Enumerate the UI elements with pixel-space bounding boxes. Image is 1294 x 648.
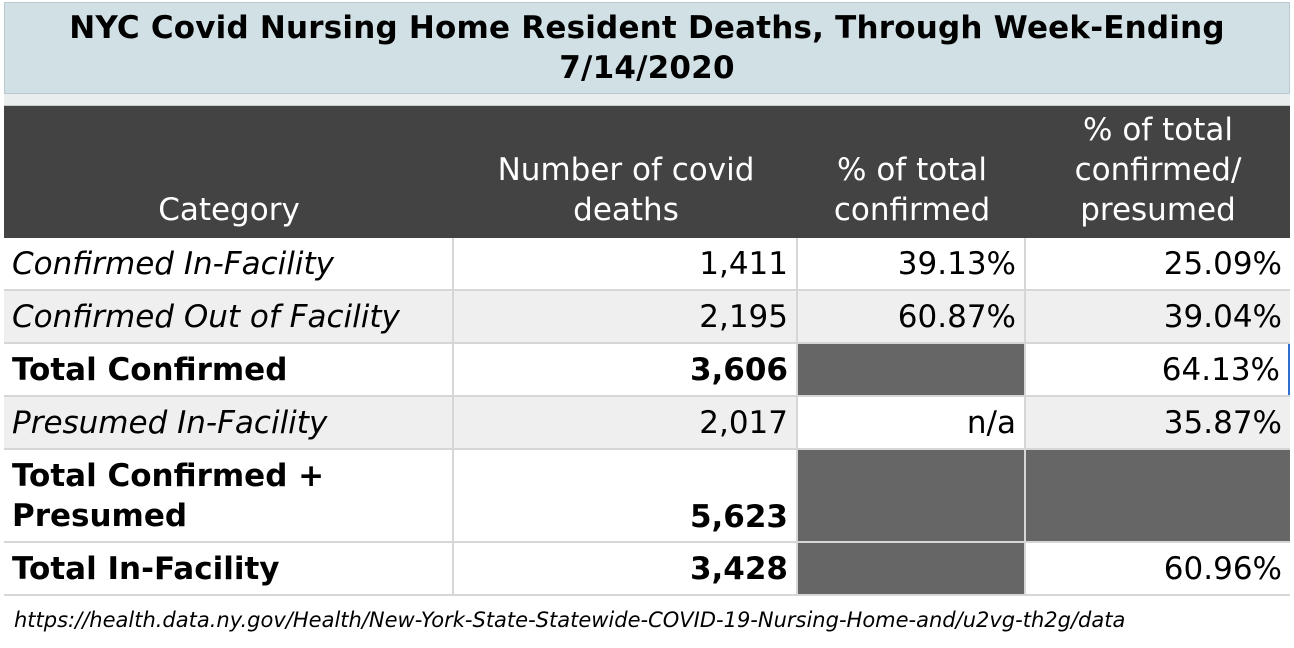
row-pct-confirmed: 60.87%	[798, 291, 1026, 342]
header-pct-confirmed-line2: confirmed	[833, 192, 991, 228]
row-pct-total: 39.04%	[1163, 298, 1282, 335]
header-row: Category Number of covid deaths % of tot…	[4, 106, 1290, 238]
title-line-2: 7/14/2020	[559, 50, 735, 86]
header-pct-total-line1: % of total	[1083, 112, 1233, 148]
row-deaths: 3,428	[454, 543, 798, 594]
header-pct-confirmed: % of total confirmed	[798, 106, 1026, 238]
table-row: Presumed In-Facility 2,017 n/a 35.87%	[4, 397, 1290, 450]
row-pct-confirmed-filler	[798, 344, 1026, 395]
table-row: Total Confirmed + Presumed 5,623	[4, 450, 1290, 543]
header-category: Category	[4, 106, 454, 238]
row-deaths: 2,017	[454, 397, 798, 448]
header-pct-confirmed-line1: % of total	[837, 152, 987, 188]
header-pct-total-line3: presumed	[1080, 192, 1236, 228]
header-deaths-line2: deaths	[573, 192, 679, 228]
header-deaths-line1: Number of covid	[497, 152, 755, 188]
title-line-1: NYC Covid Nursing Home Resident Deaths, …	[69, 10, 1225, 46]
table-row: Total In-Facility 3,428 60.96%	[4, 543, 1290, 596]
header-pct-total: % of total confirmed/ presumed	[1026, 106, 1290, 238]
row-pct-total: 64.13%	[1026, 344, 1290, 395]
row-category-line1: Total Confirmed +	[12, 457, 325, 494]
title-separator	[4, 94, 1290, 106]
row-deaths: 5,623	[454, 450, 798, 541]
row-pct-total-filler	[1026, 450, 1290, 541]
row-pct-confirmed: 39.13%	[798, 238, 1026, 289]
header-deaths: Number of covid deaths	[454, 106, 798, 238]
row-category: Presumed In-Facility	[4, 397, 454, 448]
row-category: Confirmed Out of Facility	[4, 291, 454, 342]
row-pct-total: 25.09%	[1163, 245, 1282, 282]
row-pct-confirmed-filler	[798, 543, 1026, 594]
row-category-line2: Presumed	[12, 497, 188, 534]
table-row: Total Confirmed 3,606 64.13%	[4, 344, 1290, 397]
row-pct-confirmed: n/a	[798, 397, 1026, 448]
header-category-label: Category	[158, 192, 300, 228]
header-pct-total-line2: confirmed/	[1074, 152, 1242, 188]
row-pct-total: 35.87%	[1163, 404, 1282, 441]
source-note: https://health.data.ny.gov/Health/New-Yo…	[14, 608, 1126, 632]
row-category: Total In-Facility	[4, 543, 454, 594]
row-pct-confirmed-filler	[798, 450, 1026, 541]
table-row: Confirmed Out of Facility 2,195 60.87% 3…	[4, 291, 1290, 344]
row-category: Total Confirmed + Presumed	[4, 450, 454, 541]
row-category: Total Confirmed	[4, 344, 454, 395]
row-deaths: 3,606	[454, 344, 798, 395]
table-row: Confirmed In-Facility 1,411 39.13% 25.09…	[4, 238, 1290, 291]
row-pct-total: 60.96%	[1163, 550, 1282, 587]
table-title: NYC Covid Nursing Home Resident Deaths, …	[4, 2, 1290, 94]
row-deaths: 2,195	[454, 291, 798, 342]
row-deaths: 1,411	[454, 238, 798, 289]
row-category: Confirmed In-Facility	[4, 238, 454, 289]
